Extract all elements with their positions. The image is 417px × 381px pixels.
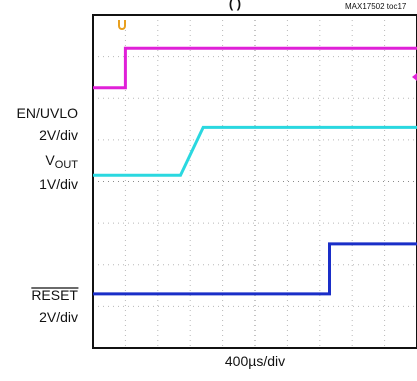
channel-label-reset: RESET <box>31 287 78 303</box>
channel-scale-vout: 1V/div <box>39 176 78 192</box>
figure-id: MAX17502 toc17 <box>345 2 407 11</box>
channel-label-vout: VOUT <box>45 152 78 171</box>
trace-reset <box>93 242 417 296</box>
vout-main: V <box>45 152 55 168</box>
edge-marker-icon <box>412 73 417 81</box>
channel-scale-reset: 2V/div <box>39 309 78 325</box>
channel-label-en-uvlo: EN/UVLO <box>17 105 79 121</box>
plot-grid <box>93 15 417 348</box>
x-axis-label: 400µs/div <box>225 353 285 369</box>
trigger-marker <box>118 20 126 30</box>
vout-sub: OUT <box>55 159 79 171</box>
trace-group <box>93 46 417 296</box>
channel-scale-en-uvlo: 2V/div <box>39 127 78 143</box>
plot-frame <box>92 14 417 349</box>
trace-en-uvlo <box>93 46 417 90</box>
chart-title: ( ) <box>229 0 241 11</box>
trace-vout <box>93 125 417 177</box>
